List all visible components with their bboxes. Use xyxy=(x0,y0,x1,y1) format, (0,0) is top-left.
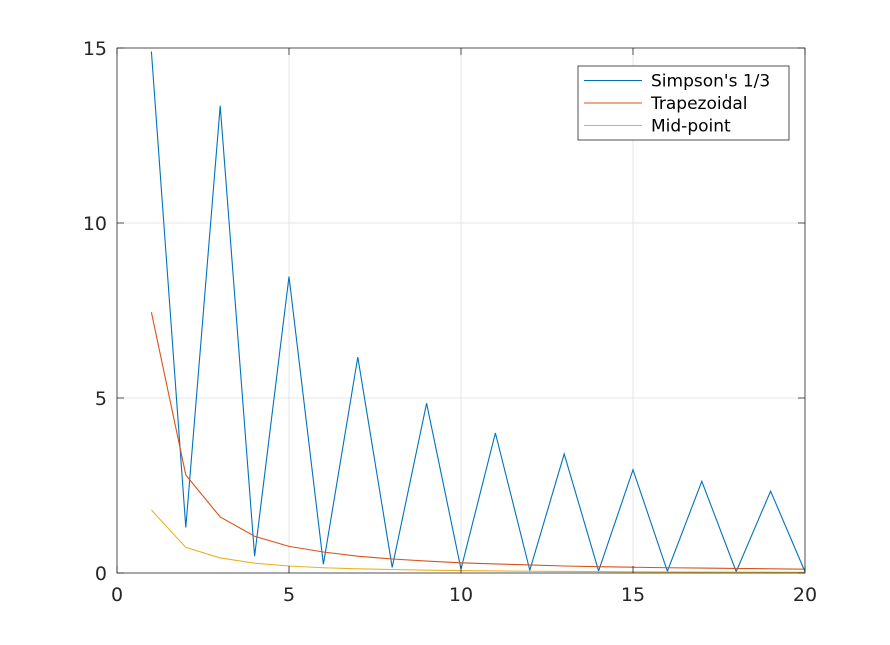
ticks: 0 5 10 15 20 0 5 10 15 xyxy=(83,38,817,606)
x-tick-label: 0 xyxy=(111,584,123,606)
legend-label: Trapezoidal xyxy=(650,94,748,114)
y-tick-label: 15 xyxy=(83,38,107,60)
x-tick-label: 5 xyxy=(283,584,295,606)
y-tick-label: 0 xyxy=(95,563,107,585)
x-tick-label: 20 xyxy=(793,584,817,606)
legend-label: Mid-point xyxy=(651,117,731,137)
series-line-simpson-s-1-3 xyxy=(150,51,806,574)
y-tick-label: 10 xyxy=(83,213,107,235)
x-tick-label: 15 xyxy=(621,584,645,606)
series-line-trapezoidal xyxy=(150,312,806,570)
y-tick-label: 5 xyxy=(95,388,107,410)
series-line-mid-point xyxy=(150,509,806,573)
series-group xyxy=(150,51,806,574)
legend-label: Simpson's 1/3 xyxy=(651,72,770,92)
x-tick-label: 10 xyxy=(449,584,473,606)
